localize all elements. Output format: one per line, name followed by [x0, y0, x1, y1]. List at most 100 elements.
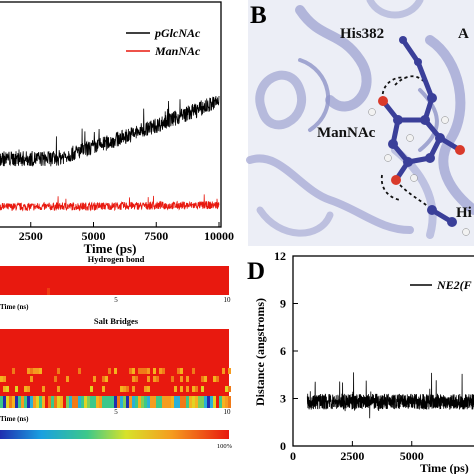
heatmap-cell: [192, 396, 195, 408]
heatmap-cell: [114, 396, 117, 408]
heatmap-cell: [162, 368, 165, 374]
heatmap-cell: [60, 396, 63, 408]
heatmap-cell: [21, 396, 24, 408]
heatmap-cell: [6, 396, 9, 408]
series-mannac-line: [0, 194, 220, 212]
heatmap-cell: [57, 386, 60, 392]
heatmap-cell: [150, 396, 153, 408]
heatmap-cell: [27, 368, 30, 374]
colorbar: [0, 430, 229, 439]
panel-d-x-ticks: 0 2500 5000: [290, 441, 424, 463]
heatmap-cell: [141, 396, 144, 408]
heatmap-cell: [48, 396, 51, 408]
heatmap-cell: [126, 396, 129, 408]
heatmap-cell: [144, 386, 147, 392]
heatmap-cell: [81, 396, 84, 408]
heatmap-cell: [195, 386, 198, 392]
heatmap-cell: [39, 368, 42, 374]
legend-ne2-label: NE2(F: [436, 278, 472, 292]
heatmap-cell: [129, 368, 132, 374]
heatmap-cell: [120, 386, 123, 392]
heatmap-cell: [72, 396, 75, 408]
heatmap-cell: [180, 376, 183, 382]
heatmap-cell: [42, 396, 45, 408]
heatmap-cell: [219, 396, 222, 408]
x-tick-label: 10000: [204, 229, 234, 243]
heatmap-cell: [57, 368, 60, 374]
heatmap-cell: [105, 396, 108, 408]
heatmap-cell: [123, 396, 126, 408]
heatmap-cell: [213, 376, 216, 382]
heatmap-cell: [207, 396, 210, 408]
heatmap-cell: [171, 376, 174, 382]
heatmap-cell: [33, 368, 36, 374]
heatmap-hydrogen-bond: [0, 266, 229, 295]
heatmap-hbond-tick-5: 5: [114, 296, 118, 304]
heatmap-cell: [102, 376, 105, 382]
heatmap-cell: [156, 396, 159, 408]
legend-pglcnac-label: pGlcNAc: [154, 26, 201, 40]
panel-d-letter: D: [247, 258, 265, 285]
panel-d-legend: NE2(F: [410, 278, 472, 292]
heatmap-cell: [108, 368, 111, 374]
heatmap-cell: [228, 386, 231, 392]
heatmap-cell: [42, 386, 45, 392]
heatmap-cell: [57, 396, 60, 408]
heatmap-cell: [120, 396, 123, 408]
heatmap-cell: [147, 396, 150, 408]
heatmap-cell: [204, 376, 207, 382]
x-tick-label: 2500: [340, 449, 364, 463]
heatmap-cell: [39, 396, 42, 408]
heatmap-cell: [15, 396, 18, 408]
heatmap-cell: [105, 376, 108, 382]
heatmap-cell: [201, 386, 204, 392]
heatmap-cell: [33, 396, 36, 408]
heatmap-cell: [147, 386, 150, 392]
heatmap-salt-bridges-cells: [0, 368, 231, 408]
panel-d-x-axis-label: Time (ps): [420, 461, 469, 474]
heatmap-cell: [99, 396, 102, 408]
heatmap-cell: [78, 396, 81, 408]
x-tick-label: 5000: [400, 449, 424, 463]
series-mannac-path: [0, 194, 220, 212]
heatmap-cell: [54, 376, 57, 382]
heatmap-cell: [204, 396, 207, 408]
heatmap-cell: [66, 376, 69, 382]
heatmap-cell: [141, 368, 144, 374]
heatmap-cell: [153, 396, 156, 408]
ligand-label-mannac: ManNAc: [317, 125, 376, 141]
x-tick-label: 7500: [144, 229, 168, 243]
x-tick-label: 5000: [82, 229, 106, 243]
heatmap-cell: [6, 386, 9, 392]
heatmap-cell: [0, 396, 3, 408]
heatmap-cell: [138, 396, 141, 408]
heatmap-cell: [132, 386, 135, 392]
heatmap-cell: [54, 396, 57, 408]
heatmap-cell: [102, 386, 105, 392]
heatmap-cell: [93, 376, 96, 382]
heatmap-cell: [177, 396, 180, 408]
y-tick-label: 12: [274, 249, 286, 263]
heatmap-cell: [171, 396, 174, 408]
heatmap-cell: [159, 396, 162, 408]
series-pglcnac-path: [0, 95, 220, 167]
heatmap-salt-time-label: Time (ns): [0, 415, 29, 423]
heatmap-cell: [210, 396, 213, 408]
panel-d-y-axis-label: Distance (angstroms): [253, 298, 267, 406]
heatmap-title-salt-bridges: Salt Bridges: [94, 316, 139, 326]
heatmap-cell: [135, 396, 138, 408]
heatmap-cell: [36, 368, 39, 374]
ligand-atoms: [368, 36, 470, 236]
heatmap-cell: [144, 368, 147, 374]
heatmap-cell: [180, 396, 183, 408]
heatmap-cell: [186, 396, 189, 408]
heatmap-cell: [216, 376, 219, 382]
heatmap-cell: [90, 386, 93, 392]
heatmap-cell: [165, 396, 168, 408]
x-tick-label: 2500: [19, 229, 43, 243]
heatmap-cell: [159, 368, 162, 374]
series-ne2-path: [306, 372, 474, 419]
heatmap-cell: [3, 396, 6, 408]
heatmap-cell: [138, 368, 141, 374]
